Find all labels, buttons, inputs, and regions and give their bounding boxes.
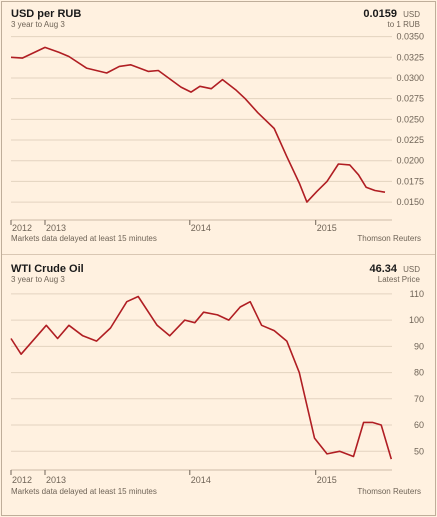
x-tick-label: 2014 — [191, 475, 211, 485]
wti-chart: 110 100 90 80 70 60 50 2012 2013 2014 2015 — [10, 289, 424, 485]
latest-value: 46.34 — [369, 263, 397, 275]
x-tick-label: 2012 — [12, 223, 32, 233]
y-tick-label: 0.0175 — [396, 176, 424, 186]
x-tick-label: 2014 — [191, 223, 211, 233]
value-unit: USD — [403, 265, 420, 274]
wti-panel: WTI Crude Oil 3 year to Aug 3 46.34 USD … — [2, 257, 435, 515]
series-line — [10, 295, 393, 460]
source-label: Thomson Reuters — [357, 487, 421, 496]
usd-rub-panel: USD per RUB 3 year to Aug 3 0.0159 USD t… — [2, 2, 435, 252]
x-tick-label: 2015 — [317, 223, 337, 233]
chart-title: USD per RUB — [11, 8, 82, 20]
chart-title: WTI Crude Oil — [11, 263, 84, 275]
y-tick-label: 0.0350 — [396, 32, 424, 42]
y-tick-label: 0.0325 — [396, 52, 424, 62]
x-tick-label: 2013 — [46, 475, 66, 485]
y-tick-label: 80 — [414, 368, 424, 378]
x-tick-label: 2012 — [12, 475, 32, 485]
delay-note: Markets data delayed at least 15 minutes — [11, 234, 157, 243]
y-tick-label: 60 — [414, 420, 424, 430]
y-tick-label: 70 — [414, 394, 424, 404]
y-tick-label: 0.0300 — [396, 73, 424, 83]
chart-subtitle: 3 year to Aug 3 — [11, 20, 65, 29]
y-tick-label: 100 — [409, 315, 424, 325]
delay-note: Markets data delayed at least 15 minutes — [11, 487, 157, 496]
chart-subtitle: 3 year to Aug 3 — [11, 275, 65, 284]
y-tick-label: 90 — [414, 341, 424, 351]
y-tick-label: 0.0225 — [396, 135, 424, 145]
y-tick-label: 0.0250 — [396, 114, 424, 124]
y-tick-label: 110 — [410, 289, 424, 299]
y-tick-label: 50 — [414, 446, 424, 456]
y-tick-label: 0.0150 — [396, 197, 424, 207]
source-label: Thomson Reuters — [357, 234, 421, 243]
y-tick-label: 0.0200 — [396, 156, 424, 166]
usd-rub-chart: 0.0350 0.0325 0.0300 0.0275 0.0250 0.0225 0.02… — [10, 32, 424, 233]
panel-divider — [2, 254, 435, 255]
latest-value: 0.0159 — [363, 8, 397, 20]
y-tick-label: 0.0275 — [396, 94, 424, 104]
value-unit: USD — [403, 10, 420, 19]
value-caption: to 1 RUB — [387, 20, 420, 29]
x-tick-label: 2013 — [46, 223, 66, 233]
series-line — [10, 46, 386, 203]
value-caption: Latest Price — [377, 275, 420, 284]
x-tick-label: 2015 — [317, 475, 337, 485]
